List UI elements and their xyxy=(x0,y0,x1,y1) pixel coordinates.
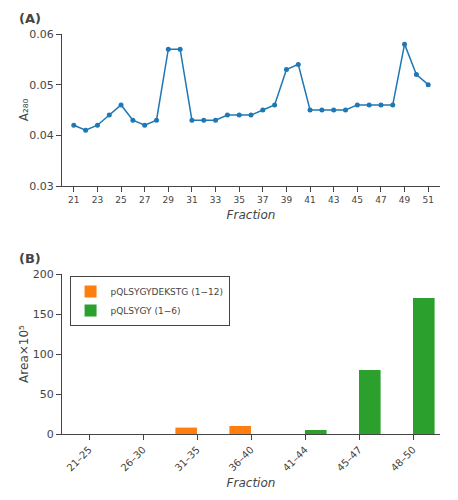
svg-text:23: 23 xyxy=(92,195,103,205)
svg-text:0: 0 xyxy=(47,428,54,441)
svg-text:0.06: 0.06 xyxy=(29,28,54,41)
svg-text:33: 33 xyxy=(210,195,221,205)
svg-text:48–50: 48–50 xyxy=(389,444,418,473)
svg-text:31–35: 31–35 xyxy=(173,444,202,473)
svg-text:0.04: 0.04 xyxy=(29,129,54,142)
svg-text:A₂₈₀: A₂₈₀ xyxy=(17,98,31,121)
svg-text:pQLSYGYDEKSTG (1−12): pQLSYGYDEKSTG (1−12) xyxy=(111,287,223,297)
svg-text:100: 100 xyxy=(33,348,54,361)
svg-text:0.05: 0.05 xyxy=(29,79,54,92)
svg-text:45–47: 45–47 xyxy=(335,444,364,473)
svg-text:47: 47 xyxy=(375,195,386,205)
svg-text:(A): (A) xyxy=(19,11,41,26)
svg-text:41–44: 41–44 xyxy=(281,444,310,473)
svg-text:36–40: 36–40 xyxy=(227,444,256,473)
svg-text:29: 29 xyxy=(163,195,175,205)
svg-text:31: 31 xyxy=(186,195,197,205)
svg-text:43: 43 xyxy=(328,195,339,205)
svg-text:25: 25 xyxy=(115,195,126,205)
svg-text:45: 45 xyxy=(352,195,363,205)
svg-text:Area×10⁵: Area×10⁵ xyxy=(17,325,31,383)
svg-text:41: 41 xyxy=(304,195,315,205)
svg-text:Fraction: Fraction xyxy=(227,476,276,490)
svg-text:35: 35 xyxy=(233,195,244,205)
svg-text:49: 49 xyxy=(399,195,411,205)
svg-text:39: 39 xyxy=(281,195,293,205)
svg-text:27: 27 xyxy=(139,195,150,205)
svg-text:21–25: 21–25 xyxy=(65,444,94,473)
svg-text:Fraction: Fraction xyxy=(227,208,276,222)
svg-text:26–30: 26–30 xyxy=(119,444,148,473)
svg-text:150: 150 xyxy=(33,308,54,321)
svg-text:21: 21 xyxy=(68,195,79,205)
svg-text:37: 37 xyxy=(257,195,268,205)
svg-text:50: 50 xyxy=(40,388,54,401)
svg-text:0.03: 0.03 xyxy=(29,180,54,193)
svg-text:51: 51 xyxy=(422,195,433,205)
svg-text:200: 200 xyxy=(33,268,54,281)
svg-text:(B): (B) xyxy=(19,251,41,266)
svg-text:pQLSYGY (1−6): pQLSYGY (1−6) xyxy=(111,306,181,316)
